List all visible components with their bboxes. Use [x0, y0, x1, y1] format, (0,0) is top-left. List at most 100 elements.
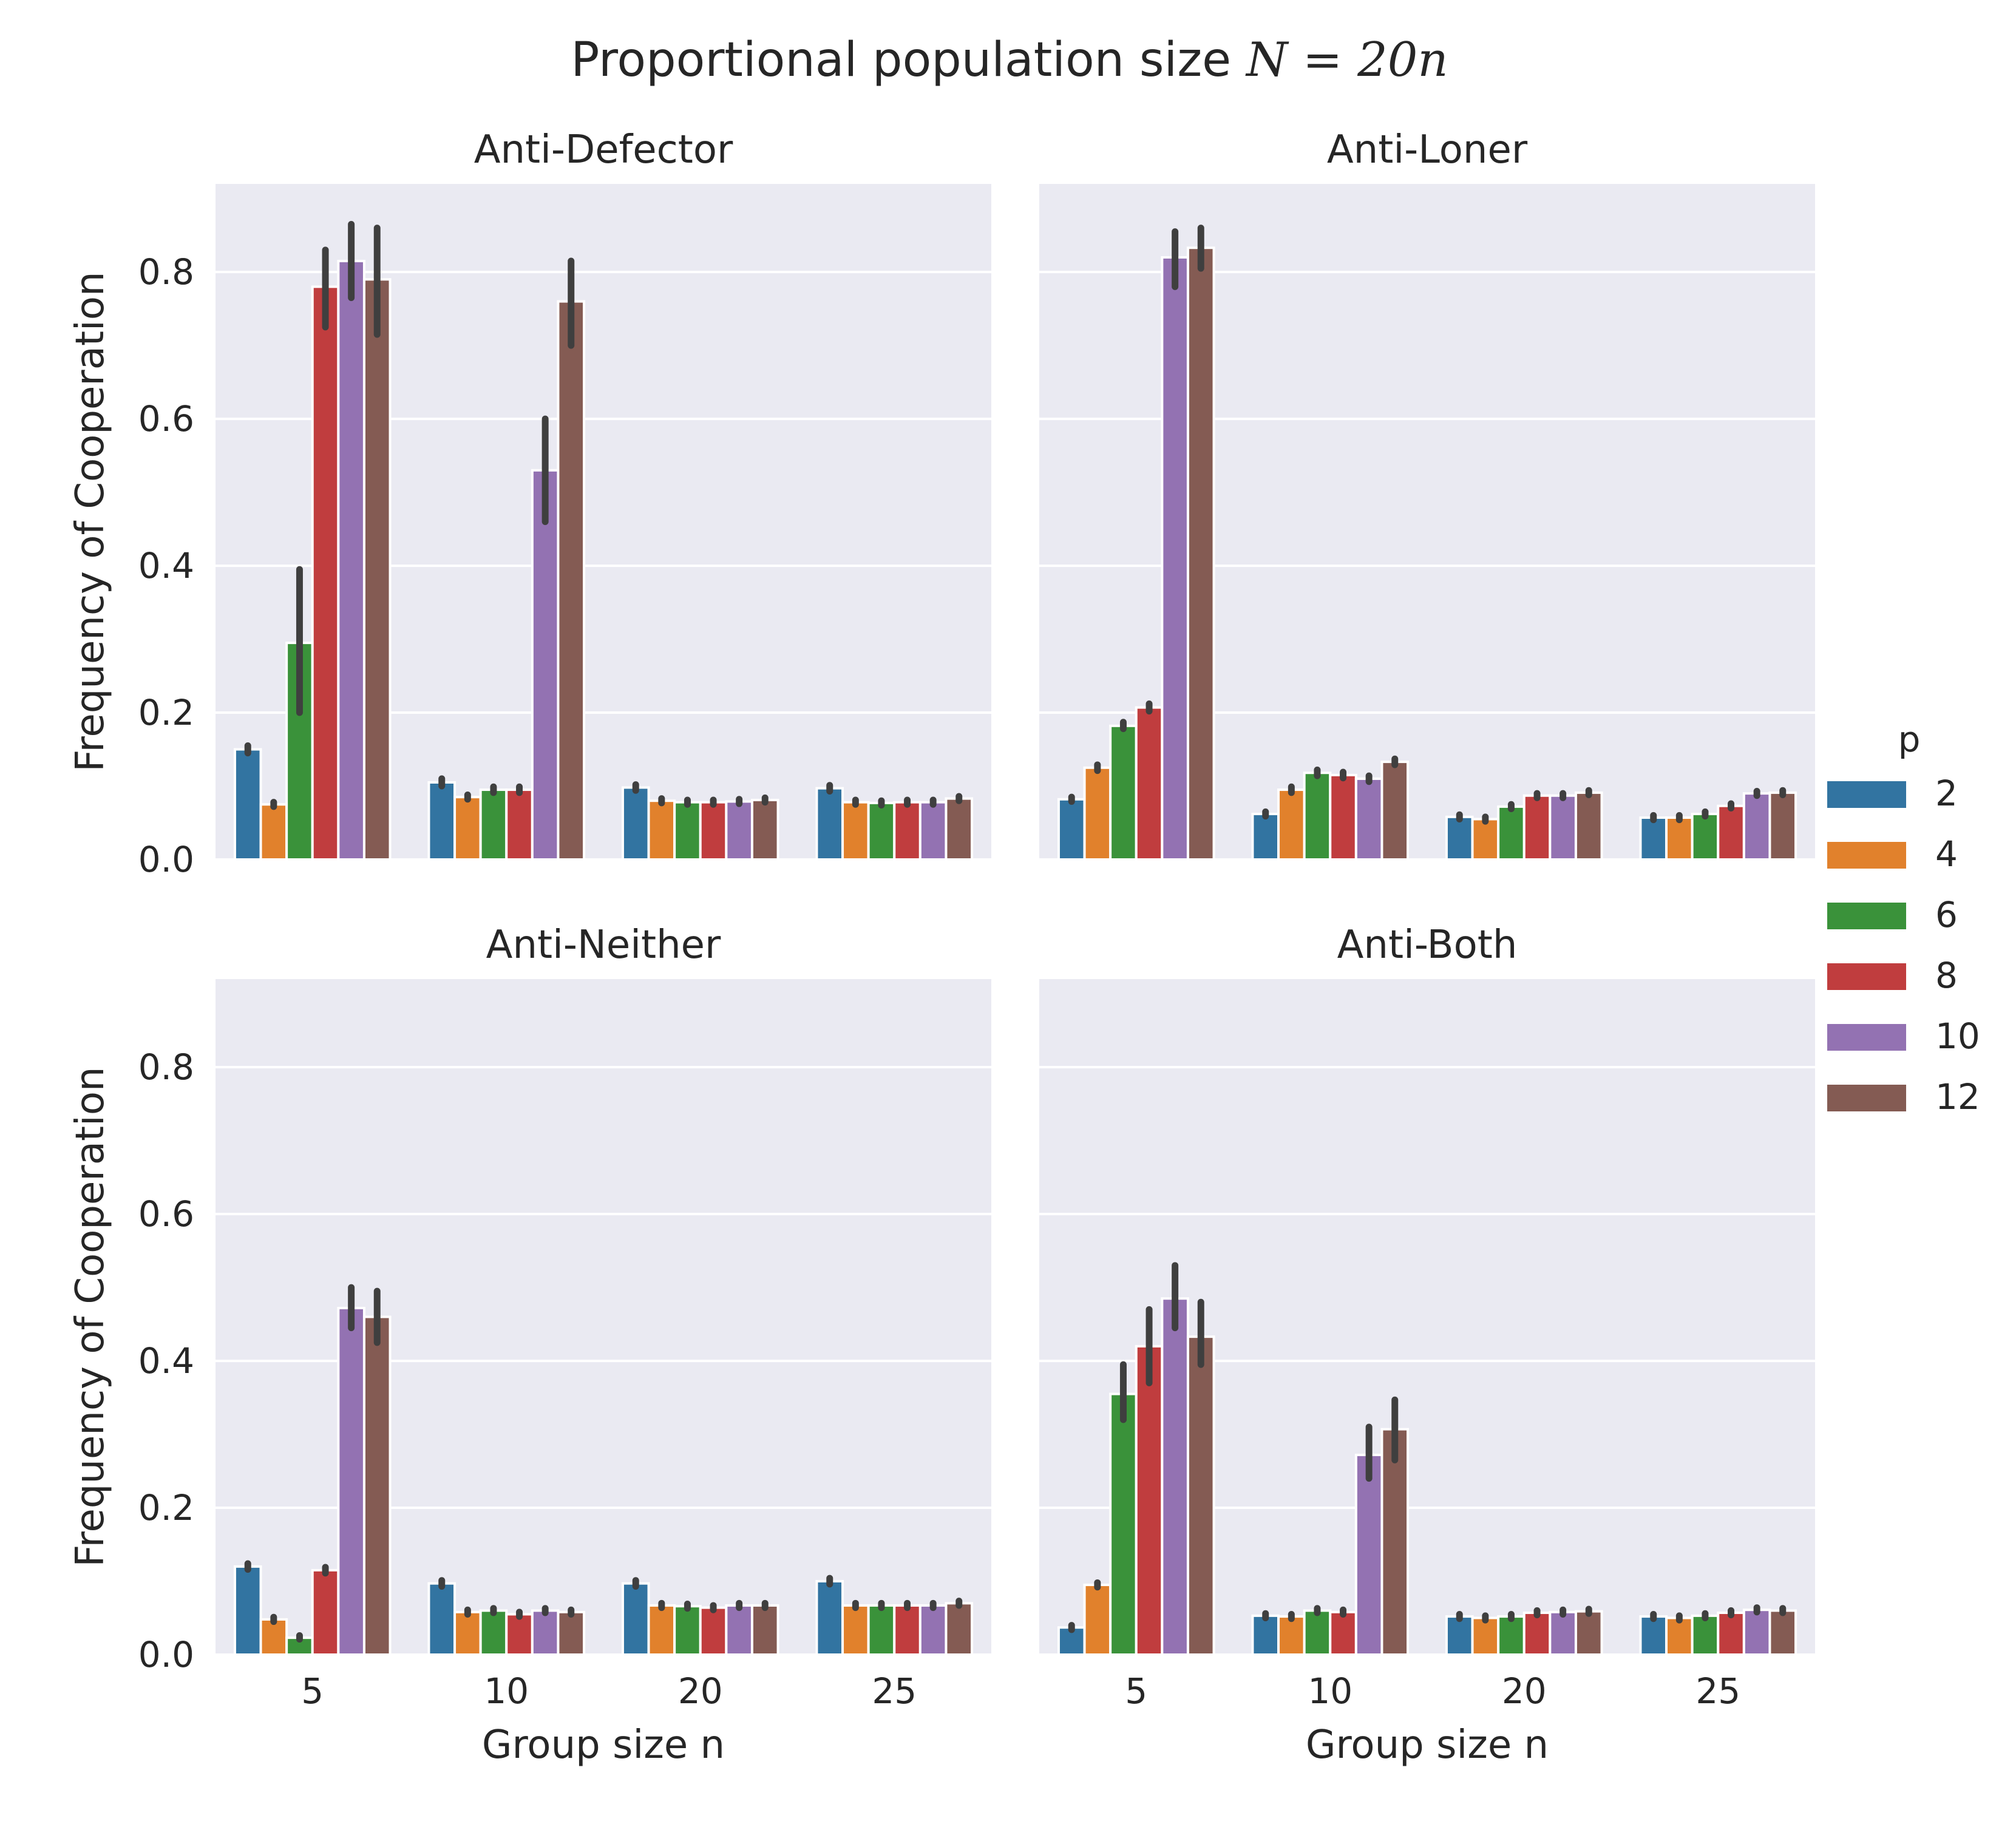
- bar-anti-defector-n20-p10: [725, 800, 753, 861]
- bar-anti-neither-n25-p10: [918, 1604, 948, 1656]
- bar-anti-defector-n20-p2: [621, 786, 650, 861]
- bar-anti-both-n25-p10: [1742, 1609, 1771, 1656]
- bar-anti-both-n20-p2: [1445, 1615, 1474, 1656]
- bar-anti-defector-n5-p2: [233, 748, 262, 861]
- x-tick-label: 10: [1308, 1670, 1352, 1712]
- bar-anti-both-n10-p12: [1380, 1428, 1410, 1656]
- bar-anti-neither-n25-p2: [815, 1580, 844, 1656]
- bar-anti-loner-n25-p4: [1665, 816, 1694, 861]
- bar-anti-both-n5-p6: [1109, 1392, 1138, 1656]
- x-axis-label: Group size n: [482, 1723, 725, 1768]
- plot-area: [216, 979, 991, 1655]
- y-tick-label: 0.0: [138, 1634, 194, 1675]
- bar-anti-defector-n5-p6: [285, 642, 314, 861]
- panel-anti-neither: 0.0 0.2 0.4 0.6 0.8 Anti-Neither 5 10 20 25 Group …: [68, 923, 991, 1768]
- legend-title: p: [1898, 719, 1921, 760]
- bar-anti-loner-n25-p6: [1691, 812, 1720, 861]
- bar-anti-defector-n20-p12: [750, 799, 779, 861]
- legend-label-p12: 12: [1935, 1076, 1980, 1117]
- bar-anti-neither-n10-p10: [531, 1609, 560, 1656]
- bar-anti-defector-n25-p2: [815, 787, 844, 861]
- legend-swatch-p2: [1827, 781, 1906, 808]
- bar-anti-defector-n20-p6: [673, 801, 702, 861]
- y-tick-label: 0.2: [138, 692, 194, 733]
- y-axis-label: Frequency of Cooperation: [68, 271, 113, 771]
- bar-anti-both-n25-p6: [1691, 1614, 1720, 1656]
- bar-anti-defector-n20-p8: [699, 801, 728, 861]
- bar-anti-loner-n5-p4: [1083, 766, 1112, 861]
- bar-anti-both-n5-p12: [1186, 1335, 1215, 1656]
- bar-anti-both-n20-p8: [1522, 1612, 1552, 1656]
- bar-anti-defector-n10-p10: [531, 469, 560, 861]
- bar-anti-neither-n10-p12: [557, 1610, 586, 1656]
- panel-anti-loner: Anti-Loner: [1039, 127, 1815, 861]
- bar-anti-loner-n25-p2: [1639, 816, 1668, 861]
- panel-anti-both: Anti-Both 5 10 20 25 Group size n: [1039, 923, 1815, 1768]
- x-tick-label: 5: [301, 1670, 324, 1712]
- bar-anti-both-n10-p6: [1303, 1609, 1332, 1656]
- bar-anti-loner-n20-p10: [1549, 794, 1577, 861]
- bar-anti-loner-n5-p10: [1161, 256, 1189, 861]
- panel-title: Anti-Loner: [1327, 127, 1528, 172]
- bar-anti-neither-n10-p2: [427, 1582, 456, 1656]
- panel-anti-defector: 0.0 0.2 0.4 0.6 0.8 Anti-Defector Frequency of…: [68, 127, 991, 880]
- bar-anti-both-n20-p10: [1549, 1610, 1577, 1656]
- bar-anti-neither-n20-p8: [699, 1606, 728, 1656]
- legend-swatch-p8: [1827, 963, 1906, 990]
- bar-anti-neither-n20-p6: [673, 1605, 702, 1656]
- bar-anti-both-n25-p8: [1717, 1612, 1745, 1656]
- legend: p2 4 6 8 10 12: [1827, 719, 1980, 1117]
- x-tick-label: 25: [872, 1670, 917, 1712]
- bar-anti-neither-n25-p6: [867, 1604, 896, 1656]
- bar-anti-neither-n25-p4: [841, 1604, 870, 1656]
- bar-anti-both-n25-p2: [1639, 1615, 1668, 1656]
- bar-anti-loner-n25-p10: [1742, 792, 1771, 861]
- bar-anti-loner-n10-p12: [1380, 761, 1410, 861]
- bar-anti-neither-n10-p6: [479, 1609, 508, 1656]
- x-tick-label: 20: [1502, 1670, 1547, 1712]
- legend-label-p6: 6: [1935, 894, 1958, 935]
- y-tick-label: 0.6: [138, 1193, 194, 1235]
- bar-anti-loner-n20-p6: [1497, 805, 1526, 861]
- figure-title: Proportional population size N = 20n: [571, 33, 1448, 87]
- bar-anti-both-n10-p2: [1251, 1614, 1280, 1656]
- bar-anti-neither-n5-p12: [362, 1315, 392, 1656]
- bar-anti-defector-n5-p8: [311, 285, 340, 861]
- bar-anti-loner-n10-p8: [1329, 773, 1357, 861]
- bar-anti-defector-n10-p4: [453, 796, 482, 861]
- bar-anti-both-n20-p6: [1497, 1615, 1526, 1656]
- y-tick-label: 0.4: [138, 545, 194, 586]
- bar-anti-both-n10-p8: [1329, 1610, 1357, 1656]
- x-tick-label: 20: [678, 1670, 723, 1712]
- bar-anti-loner-n10-p4: [1277, 788, 1306, 861]
- bar-anti-both-n25-p4: [1665, 1616, 1694, 1656]
- bar-anti-loner-n25-p12: [1768, 791, 1797, 861]
- bar-anti-defector-n25-p10: [918, 801, 948, 861]
- legend-label-p10: 10: [1935, 1015, 1980, 1057]
- legend-label-p2: 2: [1935, 773, 1958, 814]
- bar-anti-defector-n25-p12: [945, 797, 974, 861]
- bar-anti-both-n5-p10: [1161, 1297, 1189, 1656]
- panel-title: Anti-Neither: [486, 923, 721, 968]
- y-tick-label: 0.8: [138, 251, 194, 293]
- bar-anti-both-n10-p4: [1277, 1615, 1306, 1656]
- x-tick-label: 10: [484, 1670, 529, 1712]
- y-tick-label: 0.6: [138, 398, 194, 439]
- bar-anti-loner-n5-p6: [1109, 724, 1138, 861]
- bar-anti-both-n5-p4: [1083, 1584, 1112, 1656]
- bar-anti-defector-n10-p12: [557, 300, 586, 861]
- bar-anti-defector-n5-p10: [337, 260, 365, 861]
- bar-anti-both-n20-p12: [1574, 1610, 1603, 1656]
- y-tick-label: 0.4: [138, 1340, 194, 1382]
- x-tick-label: 5: [1125, 1670, 1147, 1712]
- bar-anti-both-n5-p8: [1135, 1344, 1164, 1656]
- bar-anti-defector-n10-p6: [479, 788, 508, 861]
- bar-anti-neither-n25-p8: [893, 1604, 921, 1656]
- bar-anti-loner-n5-p2: [1057, 798, 1086, 861]
- y-tick-label: 0.2: [138, 1487, 194, 1528]
- bar-anti-neither-n5-p10: [337, 1306, 365, 1656]
- bar-anti-neither-n10-p8: [505, 1613, 534, 1656]
- legend-swatch-p4: [1827, 842, 1906, 869]
